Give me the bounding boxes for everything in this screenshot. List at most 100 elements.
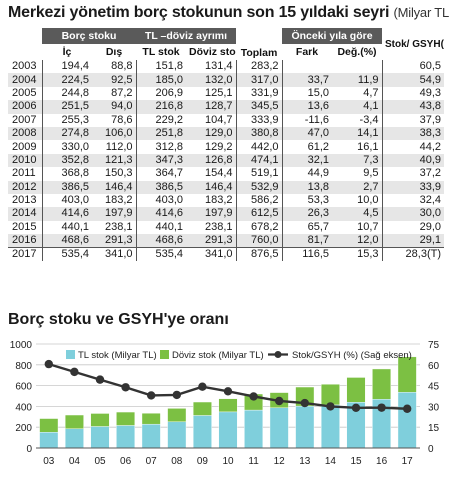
bar-tl-stok bbox=[218, 411, 238, 449]
legend-swatch-doviz bbox=[160, 350, 169, 359]
year-cell: 2014 bbox=[8, 207, 43, 221]
y2-tick-label: 45 bbox=[428, 382, 440, 393]
table-cell: 38,3 bbox=[382, 126, 444, 141]
table-cell: -11,6 bbox=[282, 113, 332, 127]
table-row: 2013 403,0 183,2 403,0 183,2 586,2 53,3 10,0 32,… bbox=[8, 193, 444, 208]
toplam-header: Toplam bbox=[236, 28, 282, 60]
x-tick-label: 06 bbox=[120, 456, 132, 467]
table-cell: 291,3 bbox=[186, 234, 237, 248]
year-cell: 2011 bbox=[8, 167, 43, 181]
table-cell: 414,6 bbox=[42, 207, 92, 221]
table-cell: 229,2 bbox=[136, 113, 186, 127]
y-tick-label: 600 bbox=[15, 382, 32, 393]
table-cell: 760,0 bbox=[236, 234, 283, 248]
bar-tl-stok bbox=[244, 409, 264, 449]
bar-tl-stok bbox=[39, 432, 59, 449]
bar-doviz-stok bbox=[372, 368, 392, 400]
table-cell: 106,0 bbox=[92, 126, 137, 141]
table-cell: 29,0 bbox=[382, 220, 444, 235]
table-cell: 535,4 bbox=[136, 247, 186, 262]
year-cell: 2005 bbox=[8, 86, 43, 101]
x-tick-label: 08 bbox=[171, 456, 183, 467]
table-cell: 380,8 bbox=[236, 126, 283, 141]
table-cell: 28,3(T) bbox=[382, 247, 444, 262]
borc-stoku-header: Borç stoku bbox=[42, 28, 136, 44]
legend-label-tl: TL stok (Milyar TL) bbox=[78, 350, 157, 361]
table-row: 2007 255,3 78,6 229,2 104,7 333,9 -11,6 -3,4 37,… bbox=[8, 113, 444, 127]
year-cell: 2009 bbox=[8, 140, 43, 154]
table-row: 2015 440,1 238,1 440,1 238,1 678,2 65,7 10,7 29,… bbox=[8, 220, 444, 235]
y-tick-label: 800 bbox=[15, 361, 32, 372]
table-cell: 386,5 bbox=[42, 180, 92, 194]
table-row: 2016 468,6 291,3 468,6 291,3 760,0 81,7 12,0 29,… bbox=[8, 234, 444, 248]
table-cell bbox=[332, 60, 383, 74]
table-cell: 13,6 bbox=[282, 100, 332, 114]
bar-doviz-stok bbox=[116, 411, 136, 426]
table-cell: 40,9 bbox=[382, 153, 444, 168]
table-cell: 612,5 bbox=[236, 207, 283, 221]
table-cell: 403,0 bbox=[136, 193, 186, 208]
tl-doviz-header: TL –döviz ayrımı bbox=[136, 28, 236, 44]
table-cell: 87,2 bbox=[92, 86, 137, 101]
table-cell: 197,9 bbox=[186, 207, 237, 221]
bar-doviz-stok bbox=[141, 413, 161, 425]
table-cell: 586,2 bbox=[236, 193, 283, 208]
year-cell: 2008 bbox=[8, 126, 43, 141]
table-row: 2003 194,4 88,8 151,8 131,4 283,2 60,5 bbox=[8, 60, 444, 74]
y2-tick-label: 60 bbox=[428, 361, 440, 372]
year-cell: 2010 bbox=[8, 153, 43, 168]
x-tick-label: 04 bbox=[69, 456, 81, 467]
table-cell: 364,7 bbox=[136, 167, 186, 181]
gsyh-point bbox=[300, 398, 309, 408]
table-cell: 4,7 bbox=[332, 86, 383, 101]
x-tick-label: 14 bbox=[325, 456, 337, 467]
table-cell: -3,4 bbox=[332, 113, 383, 127]
table-cell: 14,1 bbox=[332, 126, 383, 141]
table-cell: 238,1 bbox=[186, 220, 237, 235]
table-cell: 15,0 bbox=[282, 86, 332, 101]
bar-doviz-stok bbox=[39, 418, 59, 433]
bar-doviz-stok bbox=[346, 377, 366, 403]
legend-label-doviz: Döviz stok (Milyar TL) bbox=[172, 350, 264, 361]
y-tick-label: 0 bbox=[26, 444, 32, 455]
year-cell: 2007 bbox=[8, 113, 43, 127]
bar-doviz-stok bbox=[90, 413, 110, 427]
table-cell: 15,3 bbox=[332, 247, 383, 262]
table-cell: 30,0 bbox=[382, 207, 444, 221]
table-cell: 10,0 bbox=[332, 193, 383, 208]
table-cell: 876,5 bbox=[236, 247, 283, 262]
table-row: 2012 386,5 146,4 386,5 146,4 532,9 13,8 2,7 33,9 bbox=[8, 180, 444, 194]
table-row: 2014 414,6 197,9 414,6 197,9 612,5 26,3 4,5 30,0 bbox=[8, 207, 444, 221]
bar-doviz-stok bbox=[320, 384, 340, 406]
bar-doviz-stok bbox=[167, 408, 187, 423]
gsyh-point bbox=[198, 382, 207, 391]
table-cell: 345,5 bbox=[236, 100, 283, 114]
x-tick-label: 13 bbox=[299, 456, 311, 467]
gsyh-point bbox=[249, 392, 258, 401]
bar-tl-stok bbox=[397, 392, 417, 449]
table-cell: 368,8 bbox=[42, 167, 92, 181]
bar-tl-stok bbox=[116, 425, 136, 449]
table-cell: 206,9 bbox=[136, 86, 186, 101]
table-cell: 468,6 bbox=[42, 234, 92, 248]
year-cell: 2013 bbox=[8, 193, 43, 208]
x-tick-label: 16 bbox=[376, 456, 388, 467]
bar-tl-stok bbox=[192, 415, 212, 449]
table-cell: 37,2 bbox=[382, 167, 444, 181]
table-row: 2006 251,5 94,0 216,8 128,7 345,5 13,6 4,1 43,8 bbox=[8, 100, 444, 114]
table-cell: 535,4 bbox=[42, 247, 92, 262]
bar-tl-stok bbox=[295, 405, 315, 449]
table-cell: 129,0 bbox=[186, 126, 237, 141]
table-cell: 116,5 bbox=[282, 247, 332, 262]
table-row: 2004 224,5 92,5 185,0 132,0 317,0 33,7 11,9 54,9 bbox=[8, 73, 444, 87]
tl-stok-header: TL stok bbox=[136, 44, 186, 60]
legend-marker-gsyh bbox=[274, 351, 282, 358]
year-cell: 2015 bbox=[8, 220, 43, 235]
table-cell: 150,3 bbox=[92, 167, 137, 181]
y2-tick-label: 0 bbox=[428, 444, 434, 455]
table-cell: 4,1 bbox=[332, 100, 383, 114]
stacked-bar-chart: 0 200 400 600 800 1000 0 15 30 45 60 75 03 04 05 06 07 08… bbox=[10, 340, 440, 467]
x-tick-label: 17 bbox=[402, 456, 414, 467]
deg-header: Değ.(%) bbox=[332, 44, 382, 60]
table-cell: 129,2 bbox=[186, 140, 237, 154]
